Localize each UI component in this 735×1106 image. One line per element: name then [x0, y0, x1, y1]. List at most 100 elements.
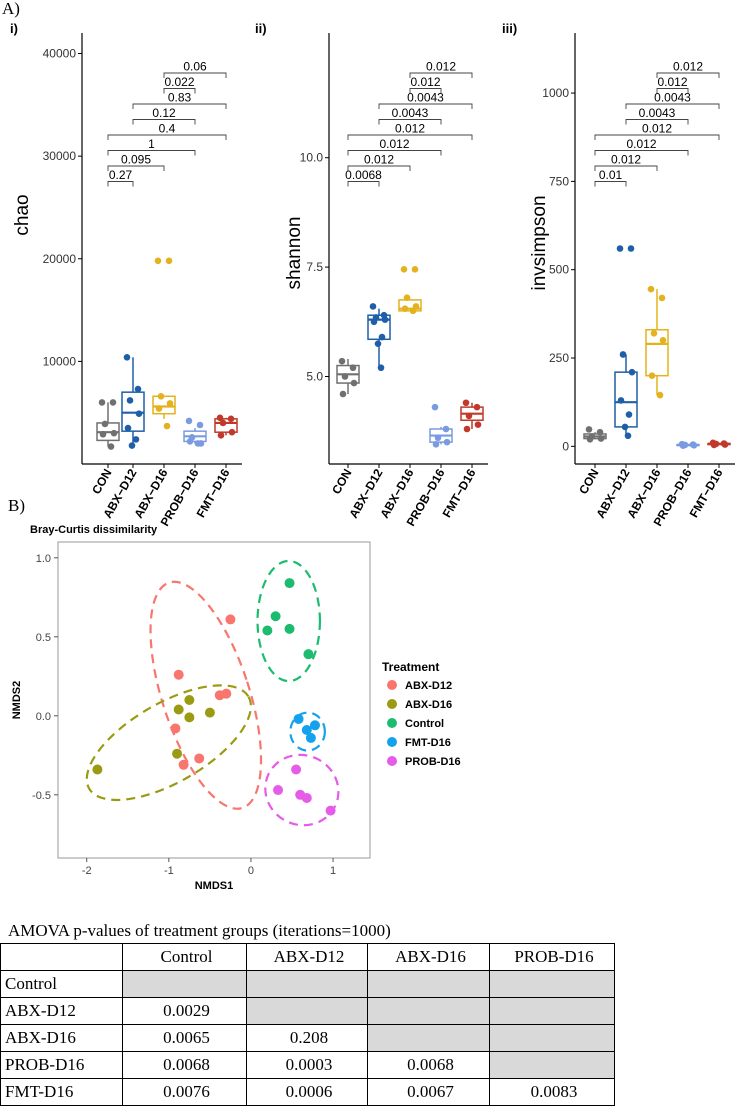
scatter-title: Bray-Curtis dissimilarity	[30, 524, 158, 536]
data-point	[650, 329, 658, 337]
p-value-label: 0.12	[152, 106, 176, 120]
data-point	[648, 372, 656, 379]
significance-bracket	[656, 88, 689, 94]
p-value-label: 0.012	[364, 153, 394, 167]
amova-cell: 0.0083	[489, 1078, 615, 1106]
legend-title: Treatment	[382, 660, 439, 674]
y-axis-label: shannon	[284, 217, 305, 290]
p-value-label: 0.012	[379, 137, 409, 151]
p-value-label: 0.4	[159, 122, 176, 136]
x-tick-label: CON	[576, 467, 601, 497]
significance-bracket	[107, 150, 196, 156]
data-point	[462, 399, 470, 407]
data-point	[154, 257, 162, 265]
significance-bracket	[656, 72, 720, 78]
significance-bracket	[347, 181, 380, 187]
amova-cell: 0.0065	[122, 1024, 247, 1052]
y-tick-label: 250	[549, 351, 569, 365]
data-point	[305, 732, 316, 743]
data-point	[378, 333, 386, 341]
group-ellipse	[85, 684, 252, 802]
data-point	[98, 399, 106, 406]
significance-bracket	[378, 103, 473, 109]
data-point	[132, 436, 140, 443]
data-point	[409, 307, 417, 315]
amova-cell	[367, 970, 490, 998]
panel-label-a: A)	[2, 0, 20, 18]
y-axis-label: NMDS2	[11, 681, 23, 720]
data-point	[621, 423, 629, 431]
data-point	[184, 695, 195, 705]
significance-bracket	[347, 150, 442, 156]
data-point	[124, 424, 132, 432]
p-value-label: 0.012	[426, 60, 456, 74]
x-tick-label: CON	[89, 467, 114, 497]
data-point	[474, 421, 482, 428]
y-tick-label: 5.0	[306, 369, 323, 383]
amova-cell: 0.0076	[122, 1078, 247, 1106]
data-point	[325, 805, 336, 816]
amova-row: ABX-D16 0.0065 0.208	[0, 1024, 615, 1052]
amova-cell: 0.0029	[122, 997, 247, 1025]
data-point	[301, 725, 312, 736]
significance-bracket	[163, 88, 196, 94]
significance-bracket	[409, 72, 473, 78]
significance-bracket	[409, 88, 442, 94]
data-point	[659, 337, 667, 344]
data-point	[647, 285, 655, 293]
amova-cell	[122, 970, 247, 998]
y-tick-label: 500	[549, 263, 569, 277]
data-point	[411, 265, 419, 273]
data-point	[443, 438, 451, 446]
significance-bracket	[594, 134, 720, 140]
significance-bracket	[625, 103, 720, 109]
significance-bracket	[378, 119, 442, 125]
data-point	[679, 442, 687, 449]
significance-bracket	[107, 181, 134, 187]
p-value-label: 0.022	[164, 75, 194, 89]
data-point	[92, 764, 103, 775]
data-point	[303, 649, 314, 660]
data-point	[658, 294, 666, 302]
data-point	[178, 759, 189, 770]
data-point	[628, 368, 636, 376]
data-point	[184, 712, 195, 723]
legend-marker	[387, 680, 397, 690]
data-point	[99, 430, 107, 438]
data-point	[123, 353, 131, 361]
data-point	[172, 748, 183, 759]
y-tick-label: 0	[562, 439, 569, 453]
p-value-label: 0.27	[109, 168, 133, 182]
data-point	[173, 704, 184, 715]
legend-marker	[387, 718, 397, 728]
amova-cell: 0.0068	[367, 1051, 490, 1079]
y-tick-label: 20000	[43, 252, 77, 266]
data-point	[293, 713, 304, 724]
amova-cell	[489, 1051, 615, 1079]
data-point	[369, 303, 377, 310]
y-tick-label: 7.5	[306, 260, 323, 274]
panel-label: i)	[10, 21, 18, 36]
data-point	[617, 397, 625, 404]
data-point	[721, 441, 729, 448]
p-value-label: 0.012	[626, 137, 656, 151]
y-tick-label: 30000	[43, 149, 77, 163]
amova-header-row: Control ABX-D12 ABX-D16 PROB-D16	[0, 943, 615, 971]
x-tick-label: CON	[329, 467, 354, 497]
data-point	[465, 412, 473, 420]
significance-bracket	[594, 165, 658, 171]
y-tick-label: 1000	[542, 86, 569, 100]
data-point	[656, 391, 664, 399]
data-point	[291, 764, 302, 775]
amova-row: ABX-D12 0.0029	[0, 997, 615, 1025]
p-value-label: 0.01	[599, 168, 623, 182]
significance-bracket	[347, 134, 473, 140]
x-tick-label: 0	[248, 865, 254, 877]
significance-bracket	[107, 134, 227, 140]
data-point	[225, 614, 236, 625]
data-point	[301, 792, 312, 803]
data-point	[163, 422, 171, 430]
significance-bracket	[132, 119, 196, 125]
legend-label: Control	[405, 718, 444, 730]
data-point	[228, 428, 236, 436]
